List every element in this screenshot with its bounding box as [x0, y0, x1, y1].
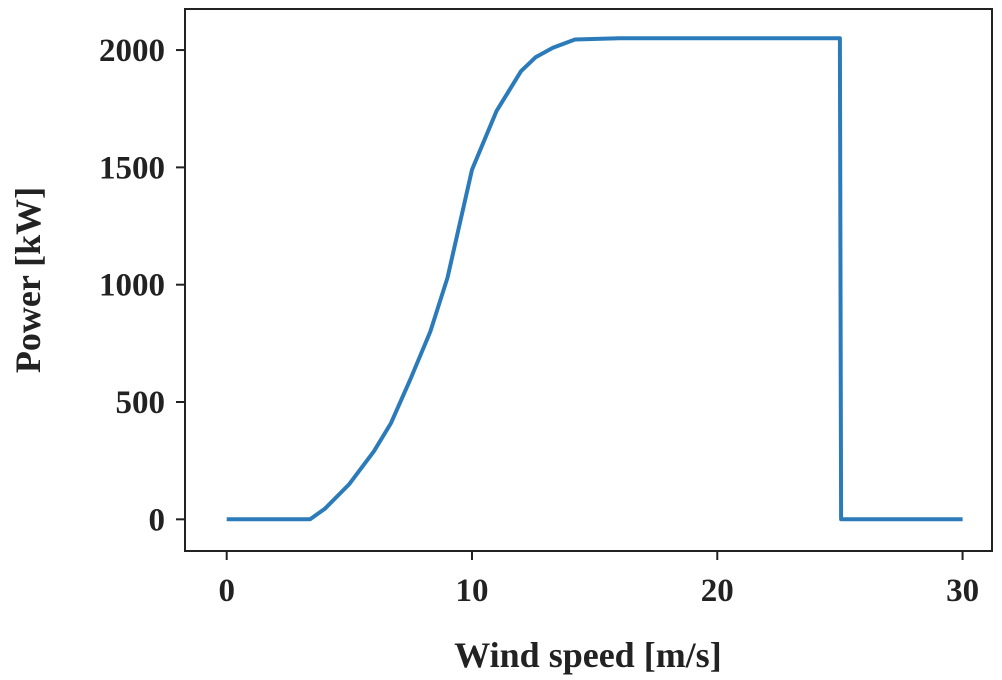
power-curve-line — [226, 36, 963, 522]
x-tick-label: 10 — [455, 573, 488, 609]
y-axis-ticks: 0 500 1000 1500 2000 — [99, 33, 185, 538]
x-tick-label: 30 — [946, 573, 979, 609]
y-tick-label: 0 — [149, 502, 166, 538]
y-tick-label: 1000 — [99, 268, 165, 304]
x-tick-label: 0 — [218, 573, 235, 609]
y-tick-label: 2000 — [99, 33, 165, 69]
y-tick-label: 500 — [116, 385, 166, 421]
x-axis-label: Wind speed [m/s] — [454, 635, 721, 675]
x-tick-label: 20 — [701, 573, 734, 609]
y-axis-label: Power [kW] — [8, 187, 48, 373]
x-axis-ticks: 0 10 20 30 — [218, 551, 979, 609]
plot-area — [184, 8, 993, 552]
y-tick-label: 1500 — [99, 150, 165, 186]
